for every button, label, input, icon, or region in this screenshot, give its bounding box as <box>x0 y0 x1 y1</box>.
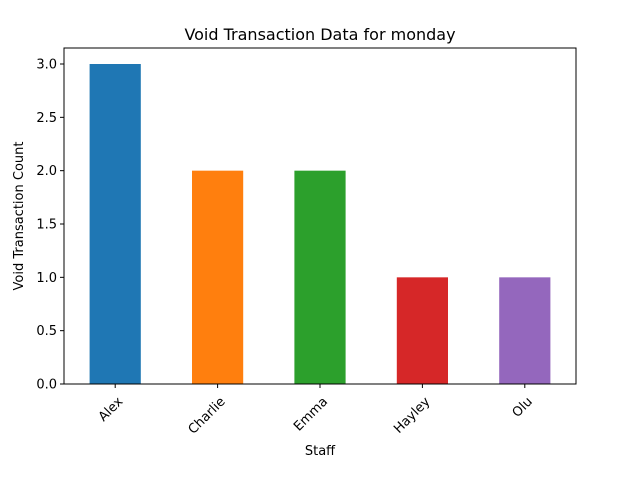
y-axis: 0.0 0.5 1.0 1.5 2.0 2.5 3.0 <box>36 58 64 393</box>
y-tick-label: 2.0 <box>36 164 57 179</box>
bar-hayley <box>396 277 448 384</box>
y-axis-label: Void Transaction Count <box>12 142 27 291</box>
y-tick-label: 2.5 <box>36 111 57 126</box>
chart-title: Void Transaction Data for monday <box>184 25 455 44</box>
plot-area-frame <box>63 47 577 385</box>
bar-alex <box>89 64 141 384</box>
y-tick-label: 3.0 <box>36 58 57 73</box>
bar-emma <box>294 170 346 384</box>
y-tick-label: 1.5 <box>36 218 57 233</box>
y-tick-label: 1.0 <box>36 271 57 286</box>
bar-olu <box>499 277 551 384</box>
bar-charlie <box>192 170 244 384</box>
x-axis-label: Staff <box>305 444 336 459</box>
y-tick-label: 0.0 <box>36 378 57 393</box>
bars-layer <box>89 64 551 384</box>
y-tick-label: 0.5 <box>36 324 57 339</box>
